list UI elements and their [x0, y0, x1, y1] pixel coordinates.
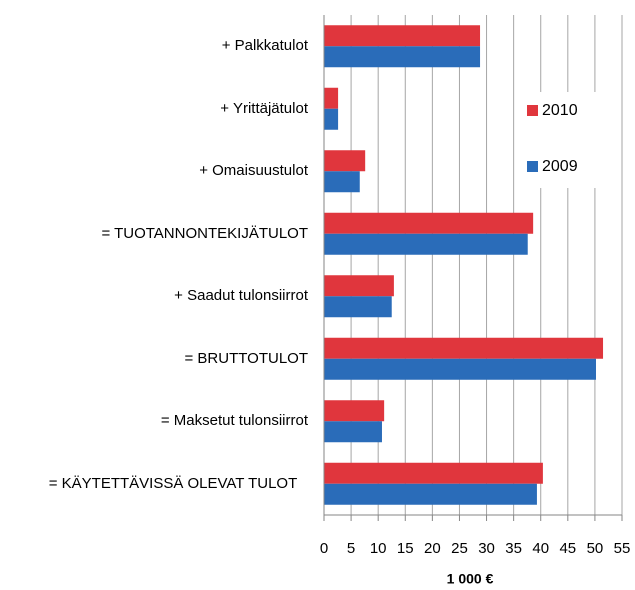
x-tick-label: 10: [370, 540, 387, 557]
x-tick-label: 45: [559, 540, 576, 557]
bar: [324, 108, 339, 130]
bar: [324, 25, 481, 47]
x-tick-label: 5: [347, 540, 355, 557]
y-tick-label: = BRUTTOTULOT: [184, 349, 309, 367]
x-tick-label: 20: [424, 540, 441, 557]
bar: [324, 462, 543, 484]
y-tick-label: + Yrittäjätulot: [220, 99, 308, 117]
bar: [324, 483, 537, 505]
legend-label: 2010: [542, 102, 578, 119]
y-tick-label: = Maksetut tulonsiirrot: [160, 412, 308, 430]
bar: [324, 296, 392, 318]
x-tick-label: 35: [505, 540, 522, 557]
bar: [324, 337, 604, 359]
bar: [324, 87, 339, 109]
x-tick-label: 15: [397, 540, 414, 557]
bar: [324, 233, 528, 255]
legend-label: 2009: [542, 158, 578, 175]
y-tick-label: = KÄYTETTÄVISSÄ OLEVAT TULOT: [48, 474, 298, 492]
y-tick-label: = TUOTANNONTEKIJÄTULOT: [101, 224, 308, 242]
x-tick-label: 30: [478, 540, 495, 557]
legend-swatch: [527, 161, 538, 172]
bar: [324, 46, 481, 68]
bar: [324, 171, 360, 193]
bar: [324, 150, 366, 172]
x-tick-label: 50: [587, 540, 604, 557]
bar: [324, 400, 385, 422]
bar: [324, 358, 596, 380]
y-tick-label: + Saadut tulonsiirrot: [174, 287, 308, 305]
x-tick-label: 40: [532, 540, 549, 557]
y-tick-label: + Omaisuustulot: [199, 162, 308, 180]
x-tick-label: 25: [451, 540, 468, 557]
y-tick-label: + Palkkatulot: [221, 37, 308, 55]
bar: [324, 421, 382, 443]
bar: [324, 212, 534, 234]
bar: [324, 275, 394, 297]
x-tick-label: 0: [320, 540, 328, 557]
x-axis-label: 1 000 €: [447, 571, 494, 587]
legend-swatch: [527, 105, 538, 116]
x-tick-label: 55: [614, 540, 631, 557]
